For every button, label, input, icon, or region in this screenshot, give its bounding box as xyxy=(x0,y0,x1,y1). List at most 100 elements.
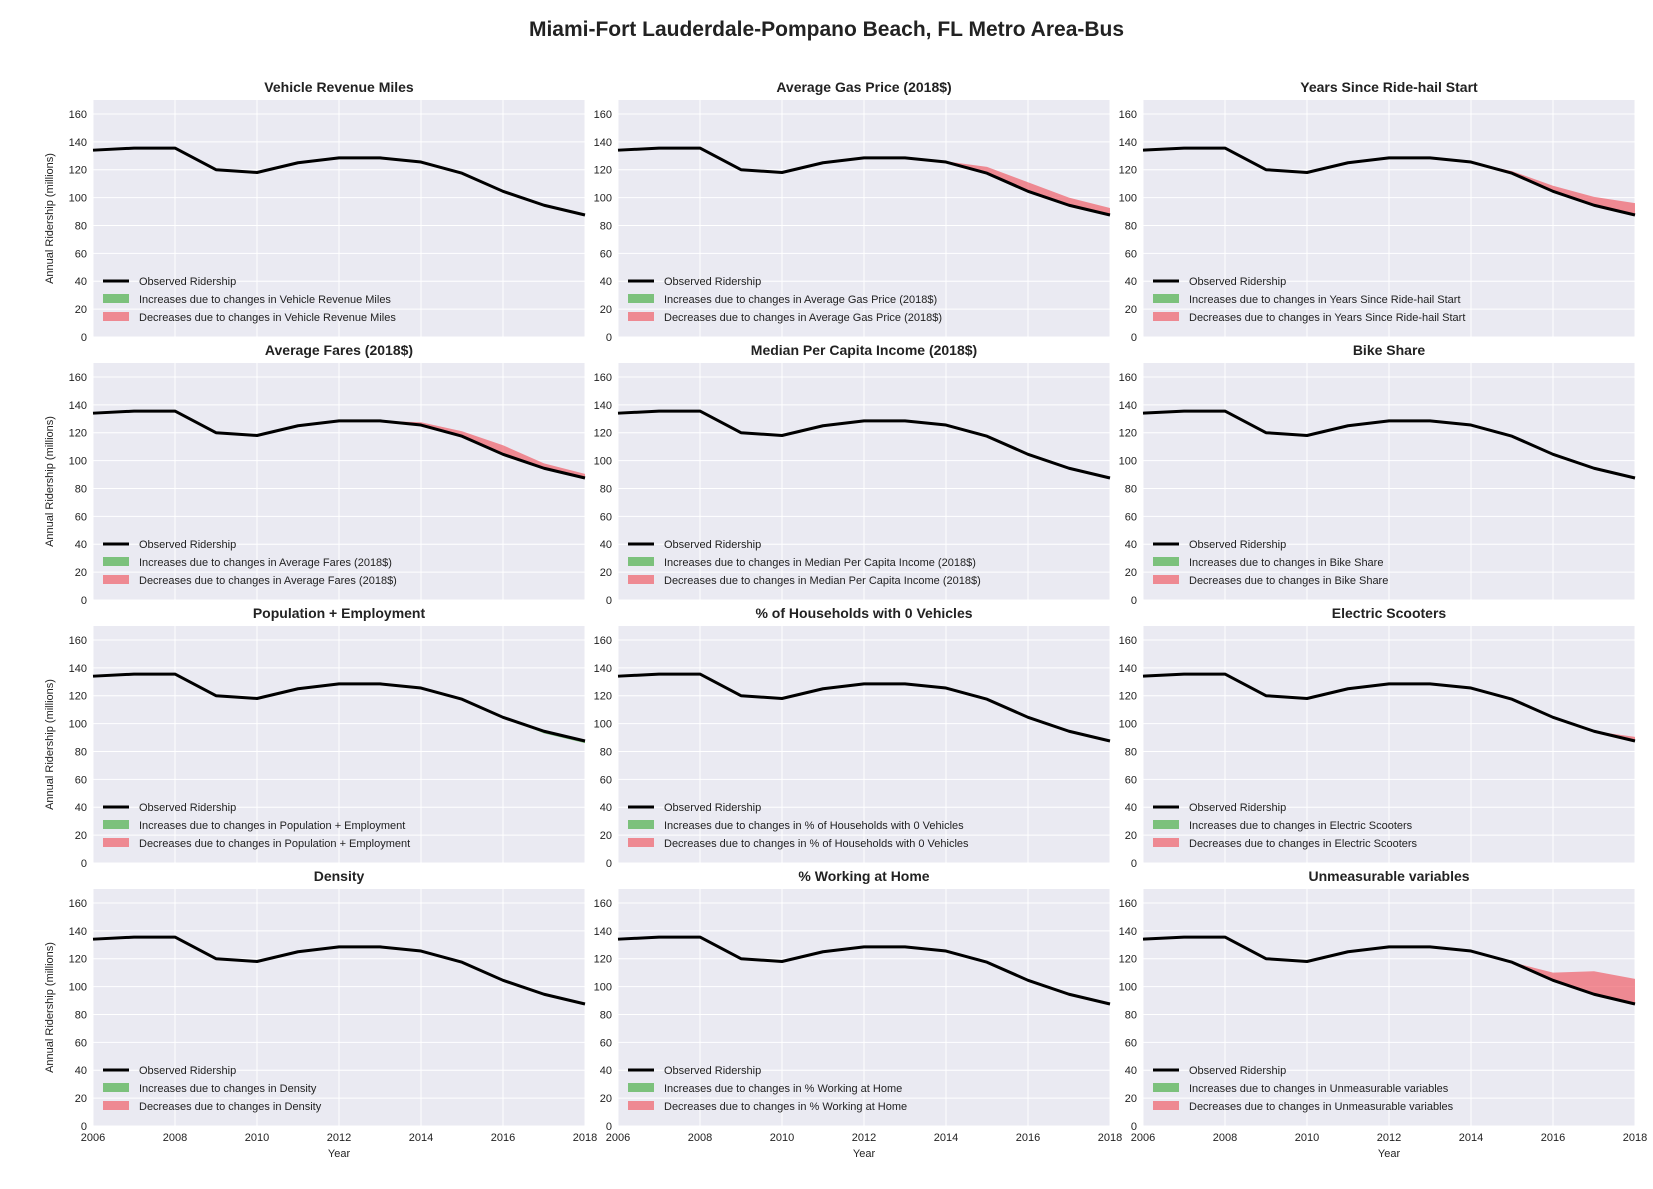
legend-swatch-increase xyxy=(628,820,654,829)
observed-ridership-line xyxy=(617,409,1111,480)
y-tick-label: 40 xyxy=(1125,276,1137,288)
x-tick-label: 2012 xyxy=(852,1132,876,1144)
observed-ridership-line xyxy=(617,146,1111,217)
y-tick-label: 40 xyxy=(75,276,87,288)
y-tick-label: 120 xyxy=(594,428,612,440)
subplot-title: Bike Share xyxy=(1353,342,1426,358)
legend-label-decrease: Decreases due to changes in Unmeasurable… xyxy=(1189,1101,1454,1113)
subplot: 0 20 40 60 80 100 120 140 160 Years Since Ride-ha… xyxy=(1119,79,1636,344)
legend-label-observed: Observed Ridership xyxy=(664,276,761,288)
y-tick-label: 0 xyxy=(1131,858,1137,870)
y-tick-label: 160 xyxy=(594,635,612,647)
decrease-area xyxy=(93,411,585,479)
y-tick-label: 20 xyxy=(1125,304,1137,316)
observed-ridership-line xyxy=(1142,409,1636,480)
x-tick-label: 2018 xyxy=(573,1132,597,1144)
legend-swatch-decrease xyxy=(103,575,129,584)
y-tick-label: 140 xyxy=(1119,400,1137,412)
observed-ridership-line xyxy=(617,935,1111,1006)
x-tick-label: 2006 xyxy=(1131,1132,1155,1144)
legend-label-decrease: Decreases due to changes in % Working at… xyxy=(664,1101,907,1113)
y-tick-label: 80 xyxy=(1125,1009,1137,1021)
y-tick-label: 100 xyxy=(1119,982,1137,994)
y-tick-label: 60 xyxy=(75,774,87,786)
y-tick-label: 140 xyxy=(69,926,87,938)
legend-label-decrease: Decreases due to changes in Average Gas … xyxy=(664,312,942,324)
y-tick-label: 160 xyxy=(1119,372,1137,384)
y-tick-label: 160 xyxy=(1119,898,1137,910)
legend-swatch-decrease xyxy=(628,1101,654,1110)
legend-label-increase: Increases due to changes in % Working at… xyxy=(664,1083,902,1095)
y-tick-label: 120 xyxy=(594,691,612,703)
y-tick-label: 120 xyxy=(69,165,87,177)
y-tick-label: 40 xyxy=(1125,1065,1137,1077)
y-tick-label: 60 xyxy=(75,511,87,523)
legend-label-increase: Increases due to changes in Population +… xyxy=(139,820,405,832)
y-tick-label: 80 xyxy=(75,1009,87,1021)
observed-ridership-line xyxy=(1142,672,1636,743)
subplot: 0 20 40 60 80 100 120 140 160 Average Gas Price (… xyxy=(594,79,1111,344)
subplot-title: Vehicle Revenue Miles xyxy=(264,79,414,95)
observed-ridership-line xyxy=(92,409,586,480)
x-tick-label: 2018 xyxy=(1623,1132,1647,1144)
y-tick-label: 120 xyxy=(1119,954,1137,966)
y-tick-label: 100 xyxy=(69,982,87,994)
legend-swatch-decrease xyxy=(103,838,129,847)
legend-label-increase: Increases due to changes in Median Per C… xyxy=(664,557,976,569)
y-tick-label: 140 xyxy=(1119,137,1137,149)
legend-swatch-decrease xyxy=(1153,575,1179,584)
subplot-title: % Working at Home xyxy=(798,868,929,884)
y-tick-label: 100 xyxy=(594,982,612,994)
y-tick-label: 0 xyxy=(81,595,87,607)
legend-label-decrease: Decreases due to changes in Vehicle Reve… xyxy=(139,312,396,324)
y-tick-label: 40 xyxy=(75,539,87,551)
y-axis-label: Annual Ridership (millions) xyxy=(44,153,56,284)
y-tick-label: 140 xyxy=(594,137,612,149)
y-tick-label: 140 xyxy=(69,400,87,412)
y-tick-label: 120 xyxy=(594,954,612,966)
x-tick-label: 2008 xyxy=(688,1132,712,1144)
y-tick-label: 60 xyxy=(1125,774,1137,786)
y-tick-label: 40 xyxy=(75,802,87,814)
y-tick-label: 20 xyxy=(600,830,612,842)
legend-swatch-decrease xyxy=(628,838,654,847)
x-tick-label: 2012 xyxy=(327,1132,351,1144)
legend-swatch-increase xyxy=(1153,557,1179,566)
y-tick-label: 100 xyxy=(69,456,87,468)
y-axis-label: Annual Ridership (millions) xyxy=(44,679,56,810)
legend-label-increase: Increases due to changes in % of Househo… xyxy=(664,820,964,832)
subplot-title: % of Households with 0 Vehicles xyxy=(755,605,972,621)
y-tick-label: 0 xyxy=(1131,595,1137,607)
x-tick-label: 2006 xyxy=(606,1132,630,1144)
legend-label-increase: Increases due to changes in Bike Share xyxy=(1189,557,1383,569)
y-tick-label: 40 xyxy=(600,802,612,814)
y-tick-label: 80 xyxy=(75,483,87,495)
legend-swatch-increase xyxy=(103,820,129,829)
legend-label-observed: Observed Ridership xyxy=(664,1065,761,1077)
y-tick-label: 20 xyxy=(1125,567,1137,579)
y-tick-label: 60 xyxy=(600,248,612,260)
legend-label-increase: Increases due to changes in Vehicle Reve… xyxy=(139,294,391,306)
legend-label-decrease: Decreases due to changes in Density xyxy=(139,1101,322,1113)
y-tick-label: 140 xyxy=(594,400,612,412)
legend-swatch-increase xyxy=(628,557,654,566)
y-tick-label: 40 xyxy=(600,539,612,551)
y-tick-label: 20 xyxy=(75,830,87,842)
subplot: 0 20 40 60 80 100 120 140 160 Electric Scooters Ob… xyxy=(1119,605,1636,870)
subplot-title: Years Since Ride-hail Start xyxy=(1300,79,1478,95)
legend-swatch-decrease xyxy=(103,312,129,321)
y-tick-label: 60 xyxy=(75,248,87,260)
legend-label-increase: Increases due to changes in Density xyxy=(139,1083,317,1095)
subplot-title: Median Per Capita Income (2018$) xyxy=(751,342,977,358)
y-tick-label: 100 xyxy=(69,719,87,731)
x-tick-label: 2018 xyxy=(1098,1132,1122,1144)
y-tick-label: 80 xyxy=(600,220,612,232)
y-tick-label: 160 xyxy=(594,372,612,384)
y-tick-label: 0 xyxy=(606,595,612,607)
x-tick-label: 2016 xyxy=(1016,1132,1040,1144)
legend-label-increase: Increases due to changes in Electric Sco… xyxy=(1189,820,1413,832)
y-tick-label: 140 xyxy=(69,137,87,149)
y-tick-label: 100 xyxy=(69,193,87,205)
x-tick-label: 2006 xyxy=(81,1132,105,1144)
y-tick-label: 0 xyxy=(606,332,612,344)
